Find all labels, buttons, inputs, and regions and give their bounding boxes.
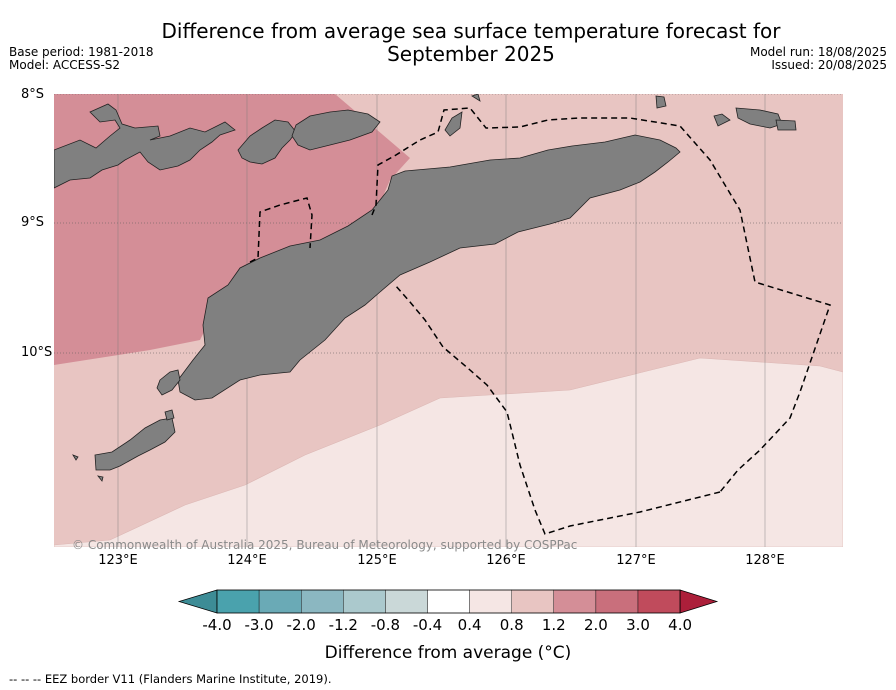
lon-label-127e: 127°E (616, 553, 656, 568)
model-run: Model run: 18/08/2025 (749, 45, 887, 59)
colorbar-segment (301, 589, 344, 614)
title-line-2: September 2025 (387, 42, 555, 66)
rote-island (156, 369, 181, 396)
lon-label-126e: 126°E (486, 553, 526, 568)
chart-title: Difference from average sea surface temp… (0, 20, 896, 66)
wetar-island (291, 109, 381, 151)
small-island-8 (164, 409, 175, 421)
colorbar-arrow-low (177, 589, 218, 614)
flores-island (54, 103, 236, 189)
colorbar-tick-label: 0.8 (499, 616, 524, 634)
colorbar-segment (511, 589, 555, 614)
base-period: Base period: 1981-2018 (9, 45, 154, 59)
small-island-3 (775, 119, 797, 131)
colorbar-segment (385, 589, 428, 614)
small-island-5 (471, 94, 481, 102)
colorbar-tick-label: -0.4 (412, 616, 443, 634)
small-island-6 (72, 454, 79, 461)
colorbar-tick-label: 4.0 (668, 616, 693, 634)
colorbar-segment (637, 589, 681, 614)
alor-island (237, 119, 297, 165)
colorbar-label: Difference from average (°C) (324, 643, 572, 663)
colorbar-segment (343, 589, 386, 614)
lat-label-8s: 8°S (21, 87, 45, 102)
title-line-1: Difference from average sea surface temp… (161, 19, 781, 43)
issued-date: Issued: 20/08/2025 (771, 58, 887, 72)
anomaly-zone-2-0 (54, 94, 410, 365)
colorbar-tick-label: -2.0 (286, 616, 316, 634)
colorbar-segment (595, 589, 639, 614)
small-island-1 (655, 95, 667, 109)
small-island-4 (713, 113, 731, 127)
eez-legend-note: -- -- -- EEZ border V11 (Flanders Marine… (9, 672, 332, 686)
eez-border (249, 107, 831, 535)
small-island-2 (735, 107, 783, 129)
colorbar-segment (216, 589, 260, 614)
meta-left: Base period: 1981-2018 Model: ACCESS-S2 (9, 46, 154, 72)
model-name: Model: ACCESS-S2 (9, 58, 121, 72)
colorbar-segment (427, 589, 470, 614)
lon-label-128e: 128°E (745, 553, 785, 568)
colorbar-tick-label: 0.4 (457, 616, 482, 634)
sumba-island (94, 417, 176, 471)
colorbar-tick-label: 1.2 (541, 616, 566, 634)
colorbar-tick-label: 2.0 (583, 616, 608, 634)
timor-island (177, 134, 681, 401)
land (54, 94, 797, 482)
colorbar-segment (258, 589, 302, 614)
anomaly-zone-0-8 (54, 357, 843, 547)
colorbar-tick-label: -1.2 (328, 616, 358, 634)
lon-label-124e: 124°E (227, 553, 267, 568)
lat-label-9s: 9°S (21, 215, 45, 230)
colorbar-tick-label: 3.0 (626, 616, 650, 634)
colorbar-segment (553, 589, 597, 614)
colorbar (177, 589, 719, 614)
colorbar-tick-label: -4.0 (202, 616, 232, 634)
atauro-island (444, 111, 463, 137)
graticule (54, 94, 843, 354)
colorbar-tick-label: -0.8 (370, 616, 401, 634)
small-island-7 (97, 475, 104, 482)
colorbar-arrow-high (679, 589, 719, 614)
meta-right: Model run: 18/08/2025 Issued: 20/08/2025 (750, 46, 887, 72)
copyright-credit: © Commonwealth of Australia 2025, Bureau… (72, 538, 578, 552)
colorbar-outline (216, 589, 681, 614)
lat-label-10s: 10°S (21, 345, 53, 360)
lon-label-123e: 123°E (98, 553, 138, 568)
lon-label-125e: 125°E (357, 553, 397, 568)
colorbar-segment (469, 589, 512, 614)
colorbar-tick-label: -3.0 (244, 616, 274, 634)
